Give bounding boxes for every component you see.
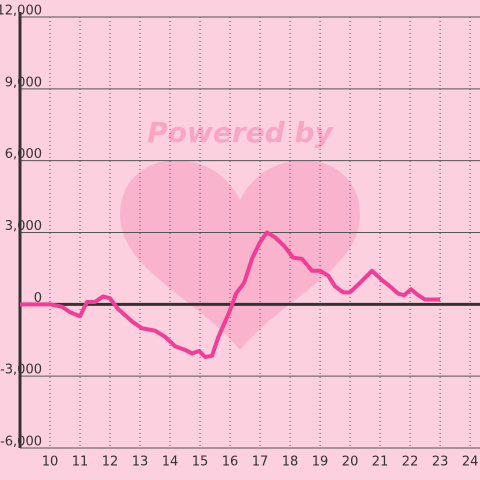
x-tick-label: 18 [282,455,299,470]
y-tick-label: 3,000 [5,219,42,234]
y-tick-label: 9,000 [5,75,42,90]
y-tick-label: 6,000 [5,147,42,162]
x-tick-label: 20 [342,455,359,470]
x-tick-label: 15 [192,455,209,470]
x-tick-label: 12 [102,455,119,470]
data-line [20,230,441,360]
x-tick-label: 23 [432,455,449,470]
x-tick-label: 14 [162,455,179,470]
x-tick-label: 19 [312,455,329,470]
y-tick-label: 0 [34,291,42,306]
x-tick-label: 13 [132,455,149,470]
x-tick-label: 17 [252,455,269,470]
watermark-heart [120,160,360,350]
x-tick-label: 16 [222,455,239,470]
x-tick-label: 11 [72,455,89,470]
x-tick-label: 24 [462,455,479,470]
x-tick-label: 10 [42,455,59,470]
y-tick-label: 12,000 [0,4,42,19]
x-tick-label: 21 [372,455,389,470]
x-tick-label: 22 [402,455,419,470]
watermark: Powered by [147,116,334,149]
